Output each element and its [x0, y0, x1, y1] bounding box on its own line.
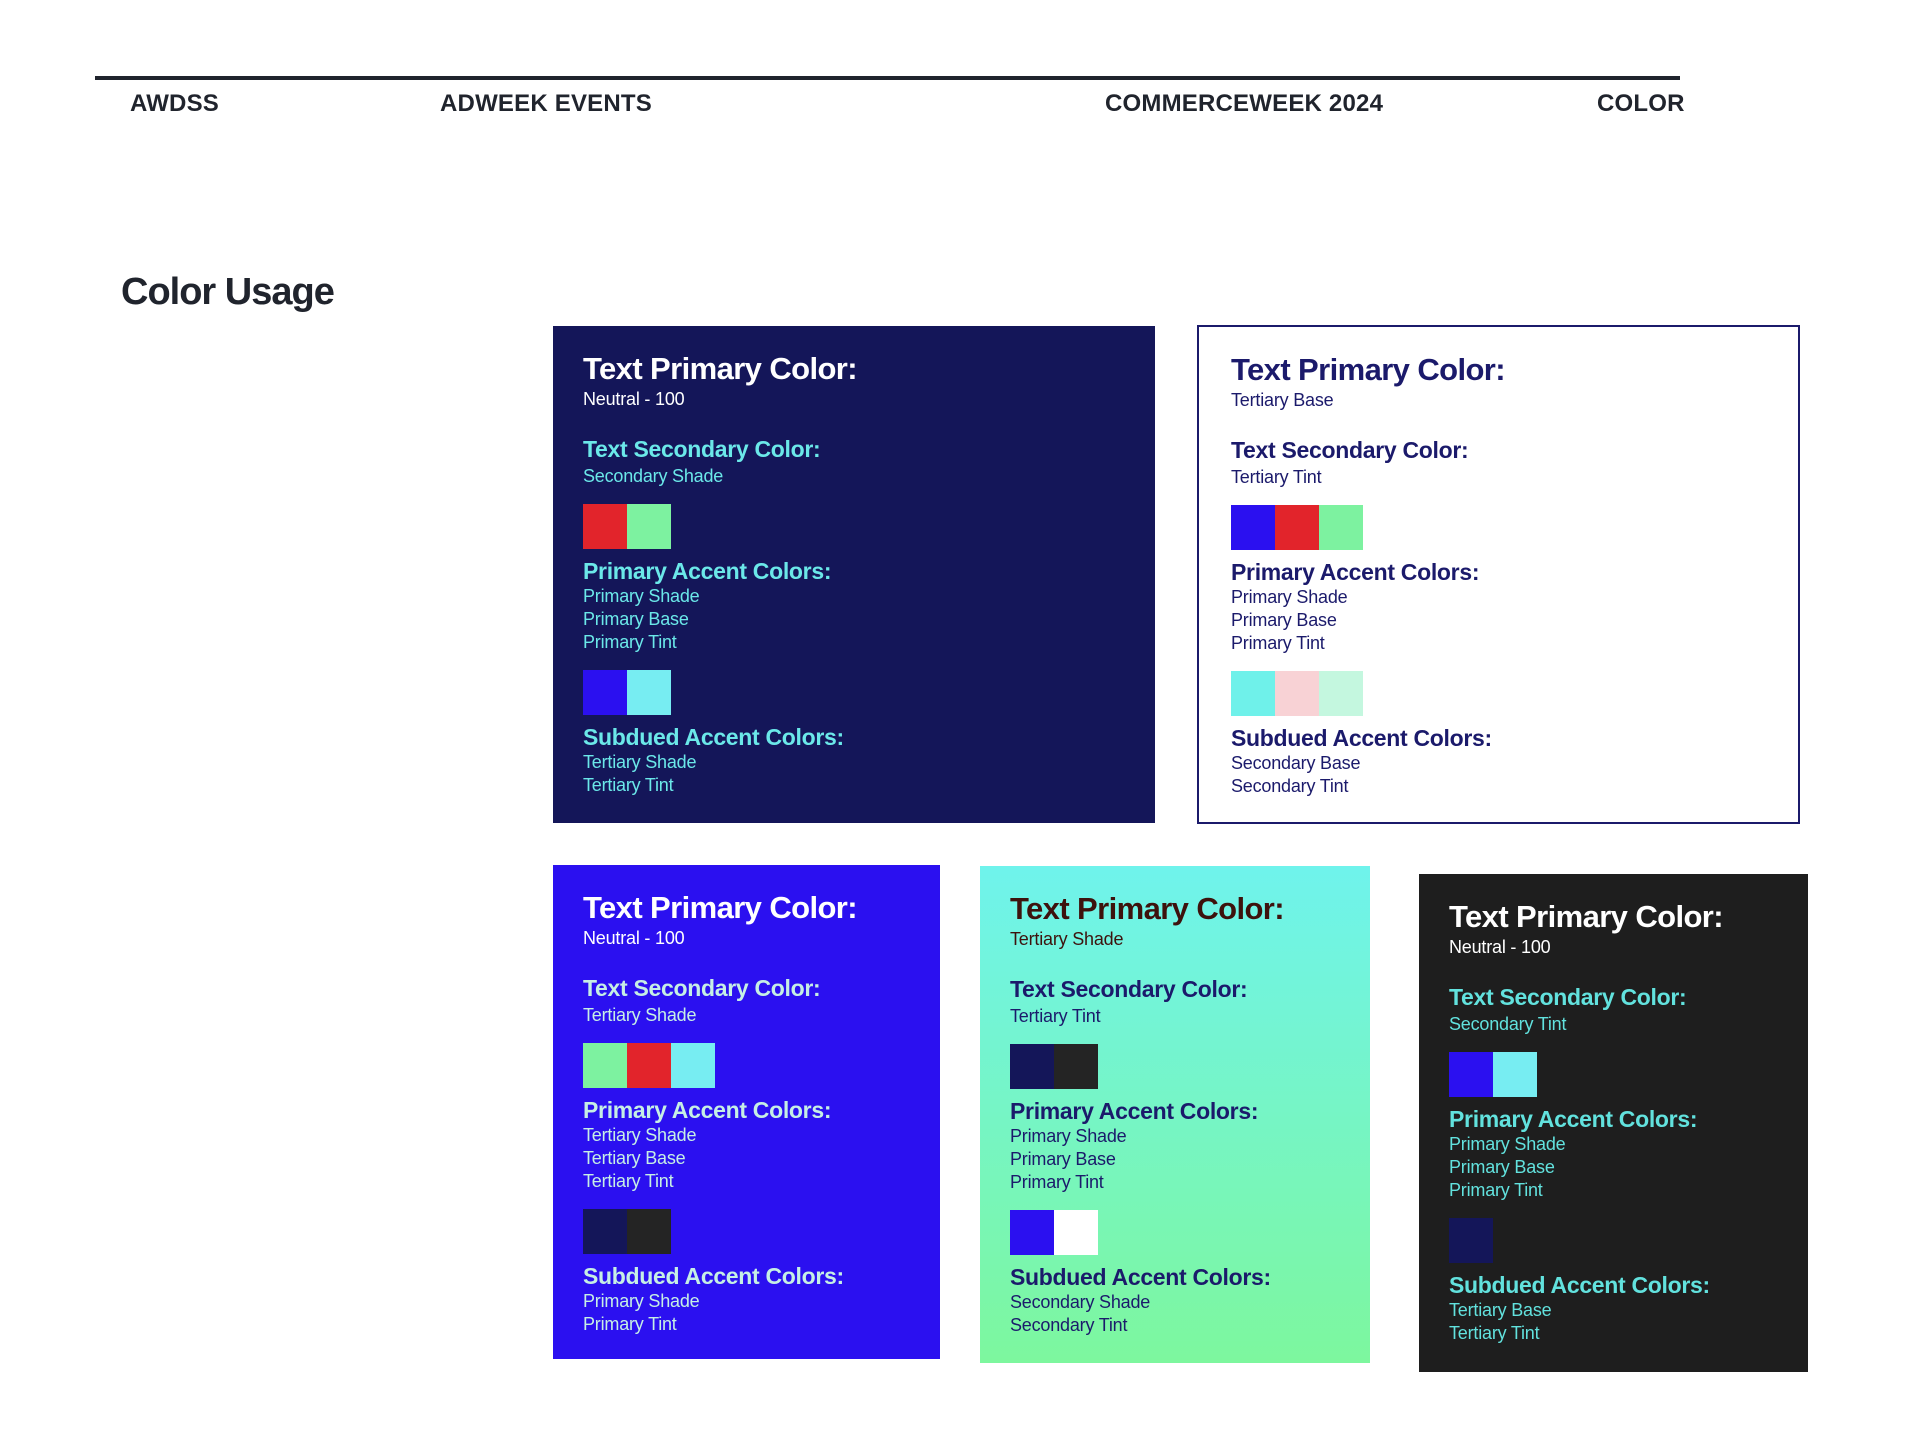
text-primary-heading: Text Primary Color:: [583, 890, 858, 925]
text-primary-heading: Text Primary Color:: [1231, 352, 1506, 387]
blue-card: Text Primary Color: Neutral - 100 Text Sec…: [553, 865, 940, 1359]
accent-label: Primary Shade: [1231, 587, 1348, 607]
black-card: Text Primary Color: Neutral - 100 Text Sec…: [1419, 874, 1808, 1372]
color-swatch: [1319, 671, 1363, 716]
color-swatch: [583, 1209, 627, 1254]
text-primary-label: Neutral - 100: [583, 389, 685, 409]
primary-accent-swatch-row: [1449, 1052, 1778, 1097]
subdued-accent-heading: Subdued Accent Colors:: [1010, 1264, 1271, 1290]
color-swatch: [583, 670, 627, 715]
color-swatch: [627, 1209, 671, 1254]
accent-label: Secondary Tint: [1231, 776, 1349, 796]
text-secondary-label: Secondary Tint: [1449, 1014, 1567, 1034]
text-secondary-heading: Text Secondary Color:: [1231, 437, 1469, 463]
color-swatch: [627, 504, 671, 549]
primary-accent-heading: Primary Accent Colors:: [583, 1097, 832, 1123]
accent-label: Primary Shade: [1449, 1134, 1566, 1154]
color-swatch: [1275, 505, 1319, 550]
text-primary-label: Neutral - 100: [583, 928, 685, 948]
text-primary-label: Neutral - 100: [1449, 937, 1551, 957]
accent-label: Tertiary Tint: [583, 1171, 674, 1191]
color-swatch: [627, 670, 671, 715]
accent-label: Tertiary Shade: [583, 1125, 697, 1145]
color-swatch: [583, 504, 627, 549]
color-swatch: [1231, 671, 1275, 716]
accent-label: Primary Shade: [583, 1291, 700, 1311]
subdued-accent-heading: Subdued Accent Colors:: [1231, 725, 1492, 751]
color-swatch: [1054, 1044, 1098, 1089]
accent-label: Tertiary Shade: [583, 752, 697, 772]
color-swatch: [1319, 505, 1363, 550]
color-swatch: [1275, 671, 1319, 716]
accent-label: Secondary Shade: [1010, 1292, 1151, 1312]
text-primary-heading: Text Primary Color:: [583, 351, 858, 386]
nav-item-adweek-events[interactable]: ADWEEK EVENTS: [440, 90, 652, 117]
page-title: Color Usage: [121, 271, 335, 314]
primary-accent-heading: Primary Accent Colors:: [583, 558, 832, 584]
color-swatch: [627, 1043, 671, 1088]
accent-label: Primary Base: [1231, 610, 1337, 630]
color-swatch: [671, 1043, 715, 1088]
accent-label: Primary Shade: [1010, 1126, 1127, 1146]
accent-label: Primary Base: [1449, 1157, 1555, 1177]
color-swatch: [1231, 505, 1275, 550]
color-swatch: [1010, 1210, 1054, 1255]
accent-label: Primary Tint: [583, 632, 677, 652]
subdued-accent-swatch-row: [1231, 671, 1768, 716]
accent-label: Tertiary Base: [1449, 1300, 1552, 1320]
white-card: Text Primary Color: Tertiary Base Text Sec…: [1197, 325, 1800, 824]
text-secondary-label: Tertiary Tint: [1010, 1006, 1101, 1026]
accent-label: Primary Tint: [1449, 1180, 1543, 1200]
accent-label: Primary Tint: [583, 1314, 677, 1334]
subdued-accent-swatch-row: [583, 670, 1125, 715]
subdued-accent-swatch-row: [583, 1209, 910, 1254]
primary-accent-heading: Primary Accent Colors:: [1010, 1098, 1259, 1124]
text-primary-heading: Text Primary Color:: [1449, 899, 1724, 934]
accent-label: Primary Shade: [583, 586, 700, 606]
accent-label: Primary Base: [1010, 1149, 1116, 1169]
text-secondary-label: Tertiary Tint: [1231, 467, 1322, 487]
color-swatch: [1010, 1044, 1054, 1089]
color-swatch: [1449, 1218, 1493, 1263]
accent-label: Tertiary Base: [583, 1148, 686, 1168]
nav-item-color[interactable]: COLOR: [1597, 90, 1685, 117]
primary-accent-heading: Primary Accent Colors:: [1231, 559, 1480, 585]
subdued-accent-heading: Subdued Accent Colors:: [583, 1263, 844, 1289]
accent-label: Primary Base: [583, 609, 689, 629]
text-primary-label: Tertiary Shade: [1010, 929, 1124, 949]
subdued-accent-swatch-row: [1449, 1218, 1778, 1263]
nav-item-awdss[interactable]: AWDSS: [130, 90, 220, 117]
nav-item-commerceweek-2024[interactable]: COMMERCEWEEK 2024: [1105, 90, 1384, 117]
color-swatch: [1493, 1052, 1537, 1097]
subdued-accent-heading: Subdued Accent Colors:: [583, 724, 844, 750]
text-secondary-heading: Text Secondary Color:: [583, 436, 821, 462]
accent-label: Primary Tint: [1010, 1172, 1104, 1192]
text-secondary-heading: Text Secondary Color:: [1449, 984, 1687, 1010]
color-swatch: [583, 1043, 627, 1088]
primary-accent-swatch-row: [583, 1043, 910, 1088]
accent-label: Secondary Tint: [1010, 1315, 1128, 1335]
text-secondary-label: Secondary Shade: [583, 466, 724, 486]
text-secondary-heading: Text Secondary Color:: [1010, 976, 1248, 1002]
accent-label: Secondary Base: [1231, 753, 1361, 773]
subdued-accent-swatch-row: [1010, 1210, 1340, 1255]
primary-accent-heading: Primary Accent Colors:: [1449, 1106, 1698, 1132]
primary-accent-swatch-row: [583, 504, 1125, 549]
color-swatch: [1054, 1210, 1098, 1255]
primary-accent-swatch-row: [1231, 505, 1768, 550]
navy-card: Text Primary Color: Neutral - 100 Text Sec…: [553, 326, 1155, 823]
accent-label: Tertiary Tint: [583, 775, 674, 795]
text-secondary-heading: Text Secondary Color:: [583, 975, 821, 1001]
accent-label: Primary Tint: [1231, 633, 1325, 653]
text-primary-heading: Text Primary Color:: [1010, 891, 1285, 926]
primary-accent-swatch-row: [1010, 1044, 1340, 1089]
text-secondary-label: Tertiary Shade: [583, 1005, 697, 1025]
color-swatch: [1449, 1052, 1493, 1097]
mint-card: Text Primary Color: Tertiary Shade Text Se…: [980, 866, 1370, 1363]
accent-label: Tertiary Tint: [1449, 1323, 1540, 1343]
header-rule: [95, 76, 1680, 80]
text-primary-label: Tertiary Base: [1231, 390, 1334, 410]
subdued-accent-heading: Subdued Accent Colors:: [1449, 1272, 1710, 1298]
